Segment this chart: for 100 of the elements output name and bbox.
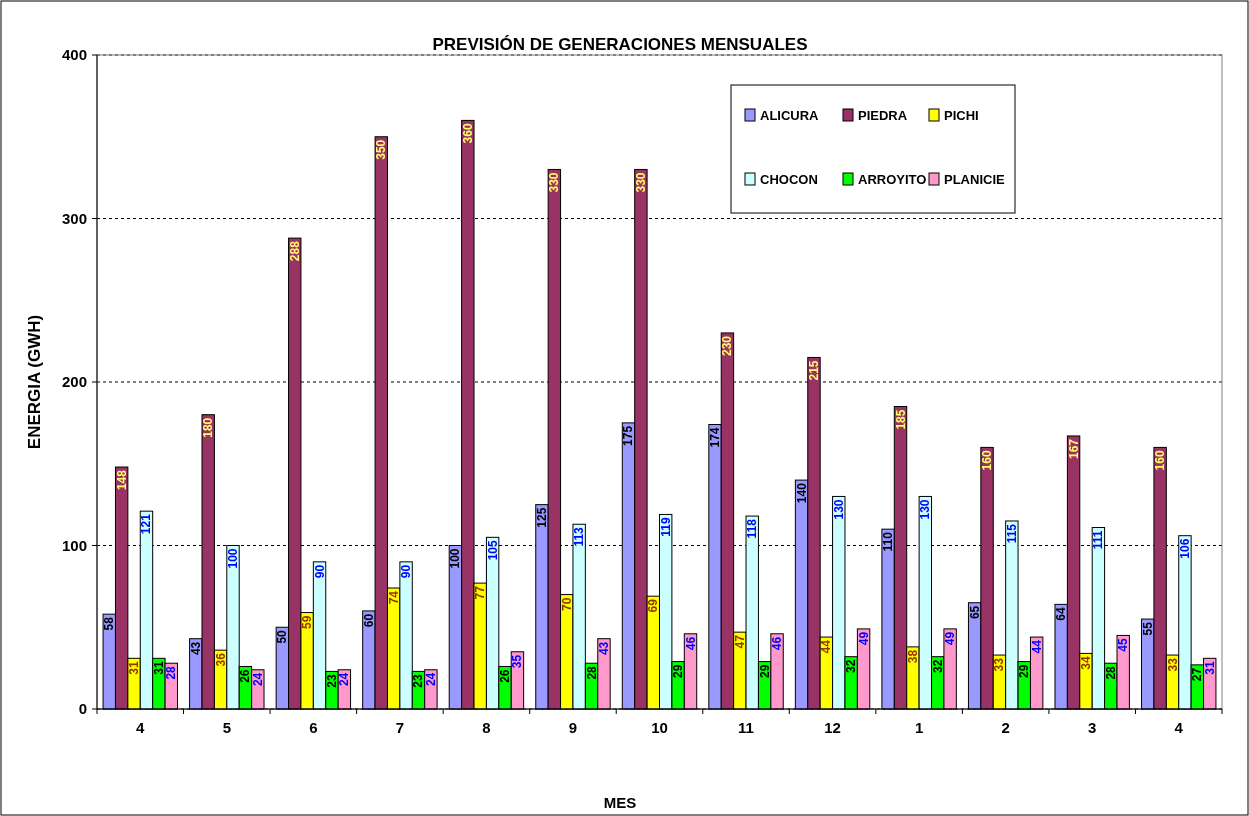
- data-label: 77: [473, 585, 488, 600]
- data-label: 148: [114, 469, 129, 491]
- data-label: 160: [1153, 450, 1168, 471]
- x-axis-title: MES: [603, 794, 637, 811]
- data-label: 185: [893, 409, 908, 430]
- data-label: 69: [646, 598, 661, 613]
- data-label: 24: [337, 672, 352, 687]
- data-label: 28: [164, 665, 179, 680]
- y-axis-title: ENERGIA (GWH): [25, 314, 44, 450]
- y-tick-label: 300: [61, 209, 87, 227]
- data-label: 125: [534, 507, 549, 528]
- data-label: 44: [1029, 639, 1044, 654]
- data-label: 24: [423, 672, 438, 687]
- data-label: 121: [139, 513, 154, 535]
- data-label: 140: [794, 482, 809, 504]
- data-label: 29: [671, 664, 686, 678]
- x-tick-label: 8: [482, 719, 491, 736]
- data-label: 24: [250, 672, 265, 687]
- data-label: 180: [201, 417, 216, 438]
- data-label: 44: [819, 639, 834, 654]
- x-tick-label: 9: [568, 719, 578, 736]
- data-label: 26: [498, 669, 513, 683]
- data-label: 28: [1103, 665, 1118, 680]
- data-label: 45: [1116, 638, 1131, 652]
- data-label: 100: [226, 548, 241, 569]
- data-label: 90: [312, 564, 327, 579]
- data-label: 38: [905, 649, 920, 664]
- data-label: 58: [102, 616, 117, 631]
- data-label: 130: [831, 499, 846, 520]
- x-tick-label: 10: [651, 719, 668, 736]
- data-label: 174: [708, 427, 723, 448]
- data-label: 36: [213, 652, 228, 667]
- data-label: 215: [806, 360, 821, 381]
- data-label: 29: [1017, 664, 1032, 678]
- data-label: 29: [757, 664, 772, 678]
- data-label: 360: [460, 123, 475, 144]
- data-label: 49: [943, 631, 958, 646]
- data-label: 130: [918, 499, 933, 520]
- x-tick-label: 3: [1088, 719, 1097, 736]
- x-tick-label: 4: [1174, 719, 1184, 736]
- data-label: 59: [300, 615, 315, 629]
- data-label: 70: [559, 597, 574, 611]
- data-label: 119: [658, 517, 673, 537]
- data-label: 350: [374, 139, 389, 160]
- x-tick-label: 12: [824, 719, 841, 736]
- x-tick-label: 6: [309, 719, 318, 736]
- x-tick-label: 11: [738, 719, 754, 736]
- data-label: 60: [361, 613, 376, 628]
- data-label: 113: [572, 526, 587, 547]
- x-tick-label: 2: [1001, 719, 1010, 736]
- data-label: 230: [720, 335, 735, 356]
- data-label: 50: [275, 629, 290, 644]
- data-label: 100: [448, 548, 463, 569]
- data-label: 31: [1202, 661, 1217, 675]
- data-label: 34: [1078, 656, 1093, 670]
- chart-title: PREVISIÓN DE GENERACIONES MENSUALES: [432, 35, 808, 54]
- data-label: 49: [856, 631, 871, 646]
- data-label: 110: [881, 531, 896, 552]
- data-label: 106: [1177, 538, 1192, 559]
- x-tick-label: 7: [395, 719, 405, 736]
- legend-label: PICHI: [944, 107, 979, 123]
- data-label: 31: [151, 661, 166, 675]
- data-label: 55: [1140, 621, 1155, 636]
- data-label: 28: [584, 665, 599, 680]
- legend-label: ALICURA: [760, 107, 820, 123]
- data-label: 23: [411, 674, 426, 688]
- data-label: 105: [485, 540, 500, 561]
- data-label: 115: [1004, 523, 1019, 544]
- data-label: 32: [930, 659, 945, 674]
- data-label: 43: [188, 641, 203, 656]
- legend-label: CHOCON: [760, 171, 818, 187]
- data-label: 32: [844, 659, 859, 674]
- y-tick-label: 200: [61, 373, 87, 391]
- data-label: 31: [127, 661, 142, 675]
- legend-label: PLANICIE: [944, 171, 1005, 187]
- data-label: 33: [992, 657, 1007, 672]
- data-label: 27: [1190, 667, 1205, 682]
- y-tick-label: 0: [78, 700, 87, 718]
- legend-label: PIEDRA: [858, 107, 908, 123]
- data-label: 46: [683, 636, 698, 651]
- data-label: 330: [547, 172, 562, 193]
- data-label: 46: [770, 636, 785, 651]
- data-label: 64: [1054, 607, 1069, 621]
- data-label: 330: [633, 172, 648, 193]
- data-label: 35: [510, 654, 525, 669]
- data-label: 118: [745, 518, 760, 539]
- y-tick-label: 100: [61, 536, 87, 554]
- data-label: 90: [399, 564, 414, 579]
- data-label: 111: [1091, 530, 1106, 550]
- y-tick-label: 400: [61, 46, 87, 64]
- data-label: 65: [967, 605, 982, 620]
- data-label: 26: [238, 669, 253, 683]
- data-label: 33: [1165, 657, 1180, 672]
- x-tick-label: 4: [136, 719, 146, 736]
- legend-label: ARROYITO: [858, 171, 927, 187]
- data-label: 160: [980, 450, 995, 471]
- data-label: 43: [596, 641, 611, 656]
- x-tick-label: 5: [222, 719, 231, 736]
- data-label: 288: [287, 240, 302, 262]
- data-label: 23: [324, 674, 339, 688]
